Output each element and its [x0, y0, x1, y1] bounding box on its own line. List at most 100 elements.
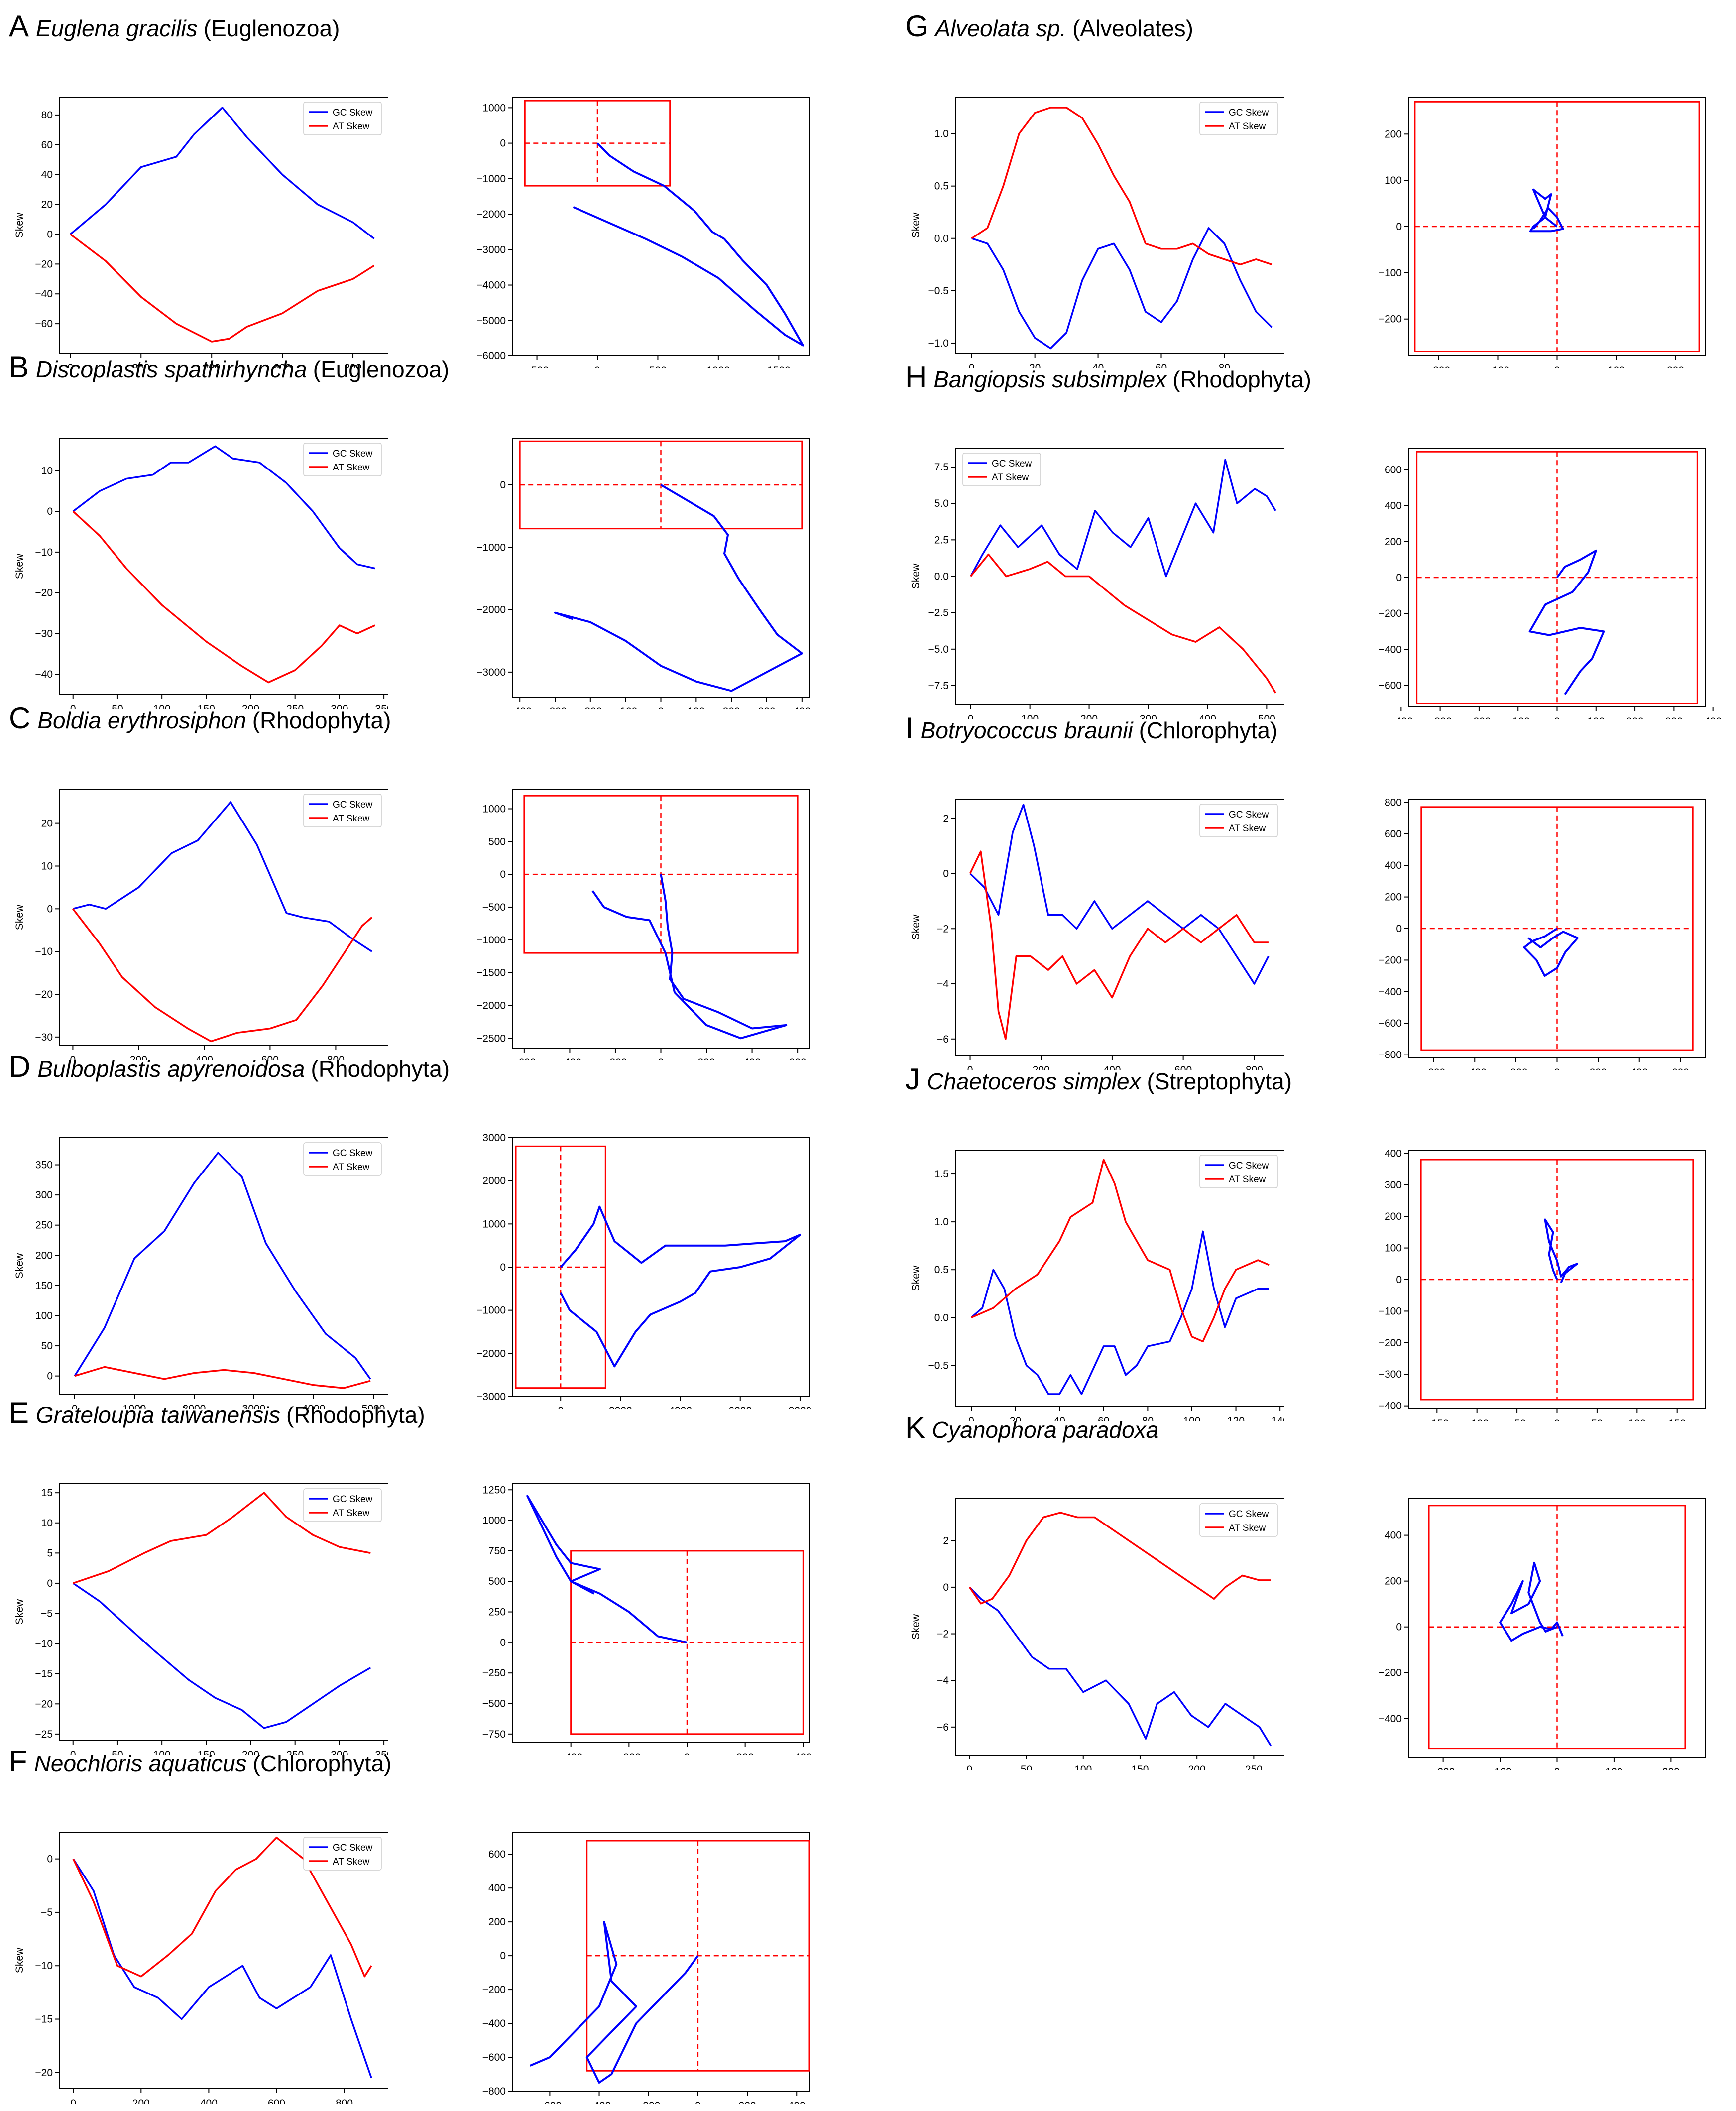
y-tick-label: 1000 [482, 1515, 506, 1526]
axes-frame [59, 1483, 388, 1741]
species-name: Bulboplastis apyrenoidosa [37, 1056, 305, 1082]
x-tick-label: 200 [242, 1749, 259, 1755]
y-tick-label: −0.5 [928, 1360, 949, 1371]
skew-walk-chart: −600 −400 −200 0 200 400 600 −800 −600 −400 −200 0 2… [1379, 797, 1706, 1070]
x-tick-label: −200 [637, 2100, 660, 2104]
legend-label-gc: GC Skew [333, 1148, 373, 1159]
y-tick-label: 1.5 [934, 1169, 949, 1180]
y-axis-label: Skew [910, 212, 922, 238]
y-tick-label: −10 [35, 1960, 53, 1972]
panel-header: B Discoplastis spathirhyncha (Euglenozoa) [9, 350, 449, 384]
x-tick-label: 0 [70, 704, 76, 709]
x-tick-label: 1500 [767, 365, 791, 368]
y-tick-label: −2000 [476, 209, 506, 220]
y-tick-label: −15 [35, 2014, 53, 2025]
legend-label-at: AT Skew [333, 1162, 370, 1173]
y-tick-label: −500 [482, 902, 506, 913]
x-tick-label: 100 [1628, 1418, 1646, 1421]
axes-frame [955, 1150, 1284, 1407]
y-tick-label: 600 [1385, 828, 1402, 840]
y-tick-label: 0 [1396, 923, 1402, 935]
y-tick-label: −6 [937, 1034, 949, 1045]
y-tick-label: 20 [41, 199, 53, 211]
x-tick-label: 0 [695, 2100, 701, 2104]
y-tick-label: −1.0 [928, 338, 949, 349]
axes-frame [955, 1498, 1284, 1756]
axes-frame [955, 799, 1284, 1056]
x-tick-label: 0 [1554, 716, 1560, 719]
skew-walk-path [591, 874, 788, 1040]
x-tick-label: 0 [70, 1749, 76, 1755]
x-tick-label: 5000 [362, 1403, 385, 1409]
y-tick-label: 1.0 [934, 1216, 949, 1228]
x-tick-label: −100 [1486, 365, 1509, 368]
y-tick-label: −200 [1379, 954, 1402, 966]
skew-walk-chart: −400 −300 −200 −100 0 100 200 300 400 −600 −400 −20… [1379, 448, 1722, 719]
x-tick-label: 600 [789, 1057, 807, 1060]
y-tick-label: −250 [482, 1667, 506, 1679]
x-tick-label: 20 [1010, 1415, 1021, 1421]
y-tick-label: 0 [500, 1950, 506, 1962]
skew-walk-chart: −400−300−200−1000100200300400−3000−2000−… [476, 438, 810, 709]
legend-label-at: AT Skew [333, 121, 370, 132]
phylum-name: (Rhodophyta) [311, 1056, 450, 1082]
x-tick-label: −200 [1431, 1766, 1455, 1770]
y-tick-label: 150 [35, 1280, 53, 1291]
x-tick-label: 400 [200, 2098, 218, 2104]
x-tick-label: 120 [1227, 1415, 1245, 1421]
y-tick-label: −5.0 [928, 644, 949, 655]
at-skew-line [970, 553, 1276, 694]
x-tick-label: 40 [1092, 362, 1104, 368]
x-tick-label: 200 [1033, 1064, 1050, 1070]
at-skew-line [70, 234, 375, 343]
x-tick-label: −300 [1428, 716, 1452, 719]
x-tick-label: −200 [579, 706, 602, 709]
at-skew-line [74, 1366, 371, 1389]
skew-walk-path [526, 1495, 688, 1643]
x-tick-label: 300 [1140, 713, 1157, 719]
y-tick-label: 1250 [482, 1484, 506, 1496]
legend: GC Skew AT Skew [962, 453, 1041, 486]
x-tick-label: 140 [1272, 1415, 1284, 1421]
y-tick-label: 0 [500, 1637, 506, 1648]
y-tick-label: −800 [482, 2086, 506, 2097]
y-tick-label: −2 [937, 1629, 949, 1640]
species-name: Euglena gracilis [36, 15, 198, 41]
x-tick-label: 0 [968, 713, 974, 719]
y-tick-label: −20 [35, 258, 53, 270]
x-tick-label: 6000 [728, 1406, 752, 1409]
y-tick-label: 600 [488, 1849, 506, 1860]
y-tick-label: 350 [35, 1160, 53, 1171]
panel-letter: B [9, 351, 29, 384]
y-tick-label: 250 [35, 1220, 53, 1231]
x-tick-label: 40 [1054, 1415, 1065, 1421]
panel-header: H Bangiopsis subsimplex (Rhodophyta) [905, 360, 1311, 394]
x-tick-label: 0 [658, 706, 664, 709]
panel-letter: I [905, 711, 914, 745]
y-tick-label: 0 [47, 1371, 53, 1382]
x-tick-label: 0 [1554, 1766, 1560, 1770]
y-tick-label: −2000 [476, 604, 506, 616]
panel-letter: F [9, 1745, 27, 1778]
legend-label-gc: GC Skew [333, 1843, 373, 1853]
at-skew-line [72, 510, 375, 684]
y-tick-label: −20 [35, 2067, 53, 2079]
y-tick-label: −2.5 [928, 607, 949, 619]
x-tick-label: −100 [1465, 1418, 1489, 1421]
y-tick-label: −40 [35, 288, 53, 300]
legend-label-gc: GC Skew [992, 459, 1032, 469]
legend: GC Skew AT Skew [1199, 1503, 1278, 1537]
skew-walk-path [1528, 549, 1605, 695]
y-axis-label: Skew [14, 904, 25, 930]
gc-skew-line [74, 1152, 371, 1380]
x-tick-label: 100 [1587, 716, 1605, 719]
y-tick-label: 0 [943, 1582, 949, 1593]
y-tick-label: 600 [1385, 464, 1402, 475]
species-name: Neochloris aquaticus [34, 1751, 247, 1776]
x-tick-label: 50 [112, 1749, 123, 1755]
y-tick-label: 0.0 [934, 1312, 949, 1323]
x-tick-label: −200 [1427, 365, 1450, 368]
legend-label-at: AT Skew [333, 1508, 370, 1519]
y-tick-label: −1000 [476, 542, 506, 553]
